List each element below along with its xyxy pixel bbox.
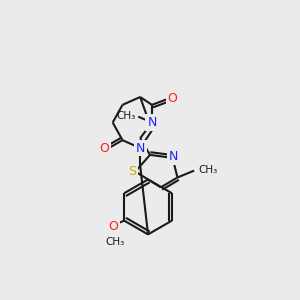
Text: CH₃: CH₃ [105,237,124,248]
Text: O: O [99,142,109,154]
Text: O: O [109,220,118,233]
Text: O: O [168,92,178,106]
Text: S: S [128,165,136,178]
Text: CH₃: CH₃ [116,111,135,121]
Text: N: N [136,142,145,154]
Text: N: N [169,150,178,164]
Text: N: N [147,116,157,129]
Text: CH₃: CH₃ [198,165,217,175]
